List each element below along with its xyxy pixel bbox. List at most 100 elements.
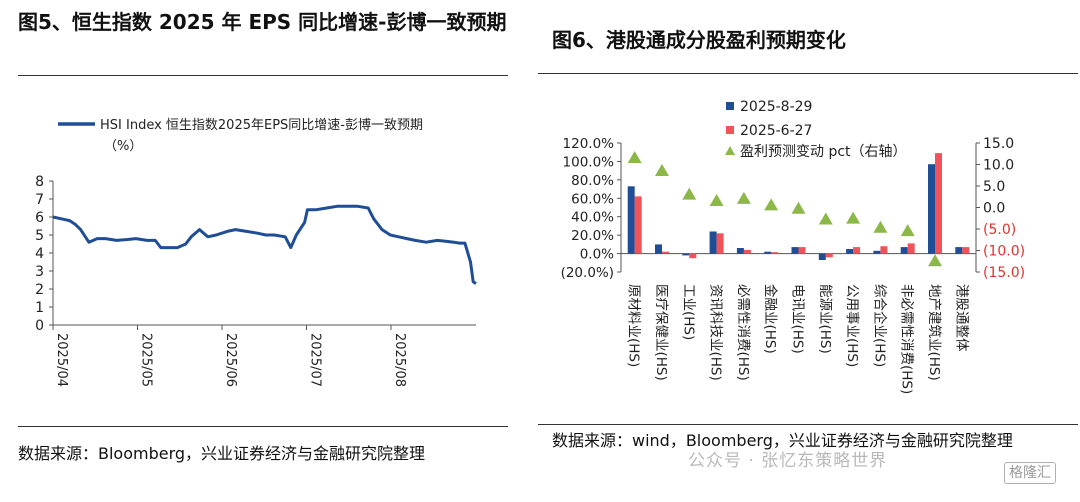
bar	[627, 186, 635, 254]
y-tick-label: 7	[35, 192, 44, 208]
bar	[791, 247, 799, 254]
category-label: 综合企业(HS)	[871, 284, 888, 367]
bar	[900, 247, 908, 254]
bar	[709, 231, 717, 254]
legend-label: 盈利预测变动 pct（右轴）	[740, 144, 907, 160]
legend-label: 2025-8-29	[740, 99, 812, 115]
right-y-tick-label: 5.0	[983, 179, 1005, 195]
bar	[853, 247, 861, 254]
right-source-note: 数据来源：wind，Bloomberg，兴业证券经济与金融研究院整理	[552, 431, 1013, 450]
bar	[818, 253, 826, 260]
revision-marker	[709, 194, 724, 207]
right-source-rule	[538, 424, 1078, 425]
bar	[743, 249, 751, 254]
x-tick-label: 2025/04	[54, 333, 69, 387]
left-y-tick-label: 120.0%	[563, 136, 615, 152]
gelonghui-logo: 格隆汇	[1004, 462, 1056, 484]
revision-marker	[764, 198, 779, 211]
x-tick-label: 2025/06	[223, 333, 238, 387]
legend-unit: （%）	[104, 139, 142, 154]
x-tick-label: 2025/08	[392, 333, 407, 387]
x-tick-label: 2025/07	[308, 333, 323, 387]
category-label: 必需性消费(HS)	[735, 284, 751, 381]
revision-marker	[682, 187, 697, 200]
y-tick-label: 8	[35, 174, 44, 190]
category-label: 工业(HS)	[680, 284, 696, 340]
y-tick-label: 3	[35, 264, 44, 280]
y-tick-label: 5	[35, 228, 44, 244]
revision-marker	[791, 201, 806, 214]
left-y-tick-label: 20.0%	[571, 228, 614, 244]
right-y-tick-label: 15.0	[983, 136, 1014, 152]
y-tick-label: 4	[35, 246, 44, 262]
bar	[955, 247, 963, 254]
bar	[736, 248, 744, 254]
bar	[771, 252, 779, 254]
y-tick-label: 1	[35, 300, 44, 316]
right-y-tick-label: 10.0	[983, 158, 1014, 174]
y-tick-label: 0	[35, 318, 44, 334]
right-chart-title: 图6、港股通成分股盈利预期变化	[552, 28, 846, 52]
right-panel: 图6、港股通成分股盈利预期变化 (20.0%) 0.0% 20.0% 40.0% 60.…	[538, 0, 1080, 494]
revision-marker	[654, 163, 669, 176]
category-label: 非必需性消费(HS)	[899, 284, 915, 394]
revision-marker	[928, 254, 943, 267]
wechat-watermark: 公众号 · 张忆东策略世界	[688, 451, 888, 471]
revision-marker	[873, 220, 888, 233]
bar	[655, 244, 662, 254]
left-y-tick-label: 80.0%	[571, 173, 614, 189]
category-label: 原材料业(HS)	[626, 284, 642, 367]
category-label: 金融业(HS)	[762, 284, 778, 354]
left-source-note: 数据来源：Bloomberg，兴业证券经济与金融研究院整理	[18, 444, 426, 463]
left-panel: 图5、恒生指数 2025 年 EPS 同比增速-彭博一致预期 HSI Index…	[0, 0, 520, 494]
right-y-tick-label: (5.0)	[983, 222, 1016, 238]
bar	[825, 253, 833, 258]
legend-label: 2025-6-27	[740, 123, 812, 139]
left-y-tick-label: (20.0%)	[561, 265, 614, 281]
right-y-tick-label: 0.0	[983, 201, 1005, 217]
y-tick-label: 2	[35, 282, 44, 298]
left-y-tick-label: 60.0%	[571, 191, 614, 207]
right-title-rule	[538, 73, 1078, 74]
left-y-tick-label: 40.0%	[571, 210, 614, 226]
category-label: 医疗保健业(HS)	[653, 284, 669, 381]
revision-marker	[900, 224, 915, 237]
bar	[716, 233, 724, 254]
category-label: 电讯业(HS)	[790, 284, 806, 354]
left-y-tick-label: 0.0%	[580, 247, 614, 263]
earnings-revision-bar-chart: (20.0%) 0.0% 20.0% 40.0% 60.0% 80.0% 100.0% 120…	[561, 99, 1026, 394]
bar	[764, 251, 772, 254]
revision-marker	[818, 212, 833, 225]
eps-growth-series-line	[52, 204, 477, 285]
bar	[935, 153, 942, 254]
legend-marker-swatch	[725, 146, 735, 155]
category-label: 公用事业(HS)	[844, 284, 860, 367]
left-y-tick-label: 100.0%	[563, 154, 615, 170]
right-y-tick-label: (10.0)	[983, 244, 1025, 260]
bar	[798, 247, 806, 254]
y-tick-label: 6	[35, 210, 44, 226]
category-label: 能源业(HS)	[817, 284, 833, 354]
right-y-tick-label: (15.0)	[983, 265, 1025, 281]
bar	[682, 253, 690, 256]
left-source-rule	[18, 426, 508, 427]
bar	[928, 164, 935, 254]
left-title-rule	[18, 75, 508, 76]
left-chart-title: 图5、恒生指数 2025 年 EPS 同比增速-彭博一致预期	[18, 10, 507, 34]
category-label: 资讯科技业(HS)	[708, 284, 724, 381]
legend-swatch	[726, 126, 734, 134]
bar	[907, 243, 915, 254]
bar	[962, 247, 970, 254]
bar	[880, 246, 888, 254]
revision-marker	[627, 151, 642, 164]
legend-label: HSI Index 恒生指数2025年EPS同比增速-彭博一致预期	[100, 118, 423, 133]
bar	[662, 251, 669, 254]
bar	[689, 253, 697, 259]
bar	[846, 249, 854, 254]
category-label: 地产建筑业(HS)	[926, 284, 942, 381]
category-label: 港股通整体	[953, 284, 969, 352]
revision-marker	[846, 211, 861, 224]
bar	[873, 250, 881, 254]
revision-marker	[736, 191, 751, 204]
x-tick-label: 2025/05	[139, 333, 154, 387]
